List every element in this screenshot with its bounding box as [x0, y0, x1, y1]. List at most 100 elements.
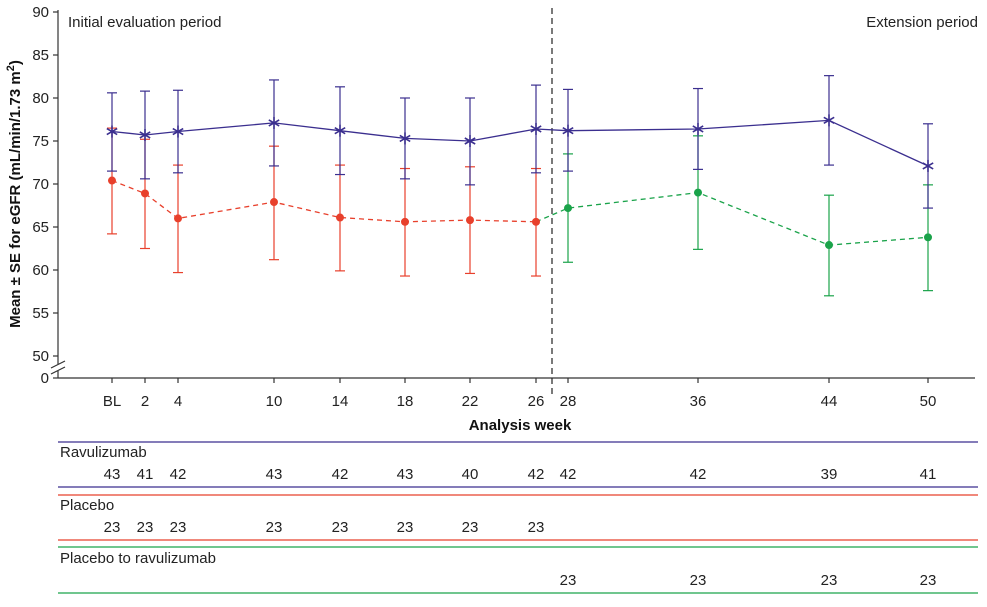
data-point-placebo_to_ravulizumab: [694, 188, 702, 197]
y-tick-label: 75: [32, 133, 49, 150]
y-tick-label: 85: [32, 47, 49, 64]
table-count: 23: [920, 572, 937, 589]
data-point-placebo: [336, 213, 344, 222]
table-count: 23: [397, 519, 414, 536]
y-tick-label: 0: [41, 370, 49, 387]
table-row-name: Placebo: [60, 497, 114, 514]
star-stroke: [823, 116, 835, 125]
table-count: 23: [560, 572, 577, 589]
data-point-placebo: [108, 176, 116, 185]
star-stroke: [399, 134, 411, 143]
series-ravulizumab: [107, 75, 933, 209]
data-point-ravulizumab: [692, 122, 704, 135]
data-point-ravulizumab: [399, 132, 411, 145]
data-point-ravulizumab: [464, 135, 476, 147]
data-point-placebo: [174, 214, 182, 223]
star-stroke: [172, 127, 184, 136]
table-count: 43: [397, 466, 414, 483]
extension-period-label: Extension period: [866, 14, 978, 31]
table-row-name: Placebo to ravulizumab: [60, 550, 216, 567]
data-point-ravulizumab: [922, 159, 934, 172]
table-count: 23: [104, 519, 121, 536]
table-count: 43: [266, 466, 283, 483]
series-placebo_to_ravulizumab: [535, 135, 933, 297]
x-axis-title: Analysis week: [469, 417, 572, 434]
data-point-placebo_to_ravulizumab: [825, 241, 833, 250]
data-point-placebo: [270, 198, 278, 207]
data-point-ravulizumab: [562, 124, 574, 137]
star-stroke: [464, 137, 476, 145]
table-count: 23: [462, 519, 479, 536]
data-point-ravulizumab: [139, 128, 151, 141]
star-stroke: [922, 162, 934, 170]
data-point-placebo: [466, 216, 474, 225]
star-stroke: [692, 125, 704, 133]
y-tick-label: 65: [32, 219, 49, 236]
data-point-placebo_to_ravulizumab: [924, 233, 932, 242]
table-row-name: Ravulizumab: [60, 444, 147, 461]
y-axis-break-mark: [50, 366, 66, 375]
star-stroke: [562, 126, 574, 135]
series-line-placebo_to_ravulizumab: [535, 191, 929, 246]
table-count: 41: [137, 466, 154, 483]
y-tick-label: 90: [32, 4, 49, 21]
star-stroke: [139, 131, 151, 139]
series-line-ravulizumab: [111, 119, 929, 167]
table-count: 23: [332, 519, 349, 536]
table-count: 41: [920, 466, 937, 483]
data-point-ravulizumab: [106, 125, 118, 138]
table-count: 40: [462, 466, 479, 483]
y-tick-label: 55: [32, 305, 49, 322]
series-line-placebo: [111, 179, 537, 223]
x-tick-label: 18: [397, 393, 414, 410]
x-tick-label: 14: [332, 393, 349, 410]
data-point-placebo_to_ravulizumab: [564, 204, 572, 213]
star-stroke: [268, 119, 280, 127]
table-count: 42: [690, 466, 707, 483]
table-count: 42: [560, 466, 577, 483]
table-count: 23: [170, 519, 187, 536]
x-tick-label: 44: [821, 393, 838, 410]
data-point-ravulizumab: [172, 125, 184, 138]
x-tick-label: 50: [920, 393, 937, 410]
y-tick-label: 60: [32, 262, 49, 279]
data-point-ravulizumab: [334, 124, 346, 137]
data-point-ravulizumab: [823, 114, 835, 127]
table-count: 23: [821, 572, 838, 589]
y-axis-break-mark: [50, 360, 66, 369]
x-tick-label: 28: [560, 393, 577, 410]
table-count: 42: [170, 466, 187, 483]
table-row-1: Placebo 23 23 23 23 23 23 23 23: [58, 494, 978, 541]
x-tick-label: 4: [174, 393, 182, 410]
table-row-2: Placebo to ravulizumab 23 23 23 23: [58, 546, 978, 594]
x-tick-label: 36: [690, 393, 707, 410]
table-row-0: Ravulizumab 43 41 42 43 42 43 40 42 42 42 39 41: [58, 441, 978, 488]
data-point-placebo: [532, 217, 540, 226]
initial-period-label: Initial evaluation period: [68, 14, 221, 31]
x-tick-label: 10: [266, 393, 283, 410]
table-count: 39: [821, 466, 838, 483]
series-placebo: [107, 127, 541, 277]
data-point-placebo: [141, 189, 149, 198]
data-point-placebo: [401, 217, 409, 226]
y-tick-label: 50: [32, 348, 49, 365]
table-count: 23: [528, 519, 545, 536]
x-tick-label: BL: [103, 393, 121, 410]
x-tick-label: 26: [528, 393, 545, 410]
x-tick-label: 22: [462, 393, 479, 410]
star-stroke: [334, 126, 346, 135]
table-count: 23: [137, 519, 154, 536]
table-count: 23: [690, 572, 707, 589]
y-tick-label: 80: [32, 90, 49, 107]
table-count: 43: [104, 466, 121, 483]
data-point-ravulizumab: [530, 122, 542, 135]
table-count: 23: [266, 519, 283, 536]
y-axis-title: Mean ± SE for eGFR (mL/min/1.73 m2): [5, 60, 24, 328]
table-count: 42: [332, 466, 349, 483]
table-count: 42: [528, 466, 545, 483]
data-point-ravulizumab: [268, 116, 280, 129]
star-stroke: [106, 127, 118, 136]
x-tick-label: 2: [141, 393, 149, 410]
